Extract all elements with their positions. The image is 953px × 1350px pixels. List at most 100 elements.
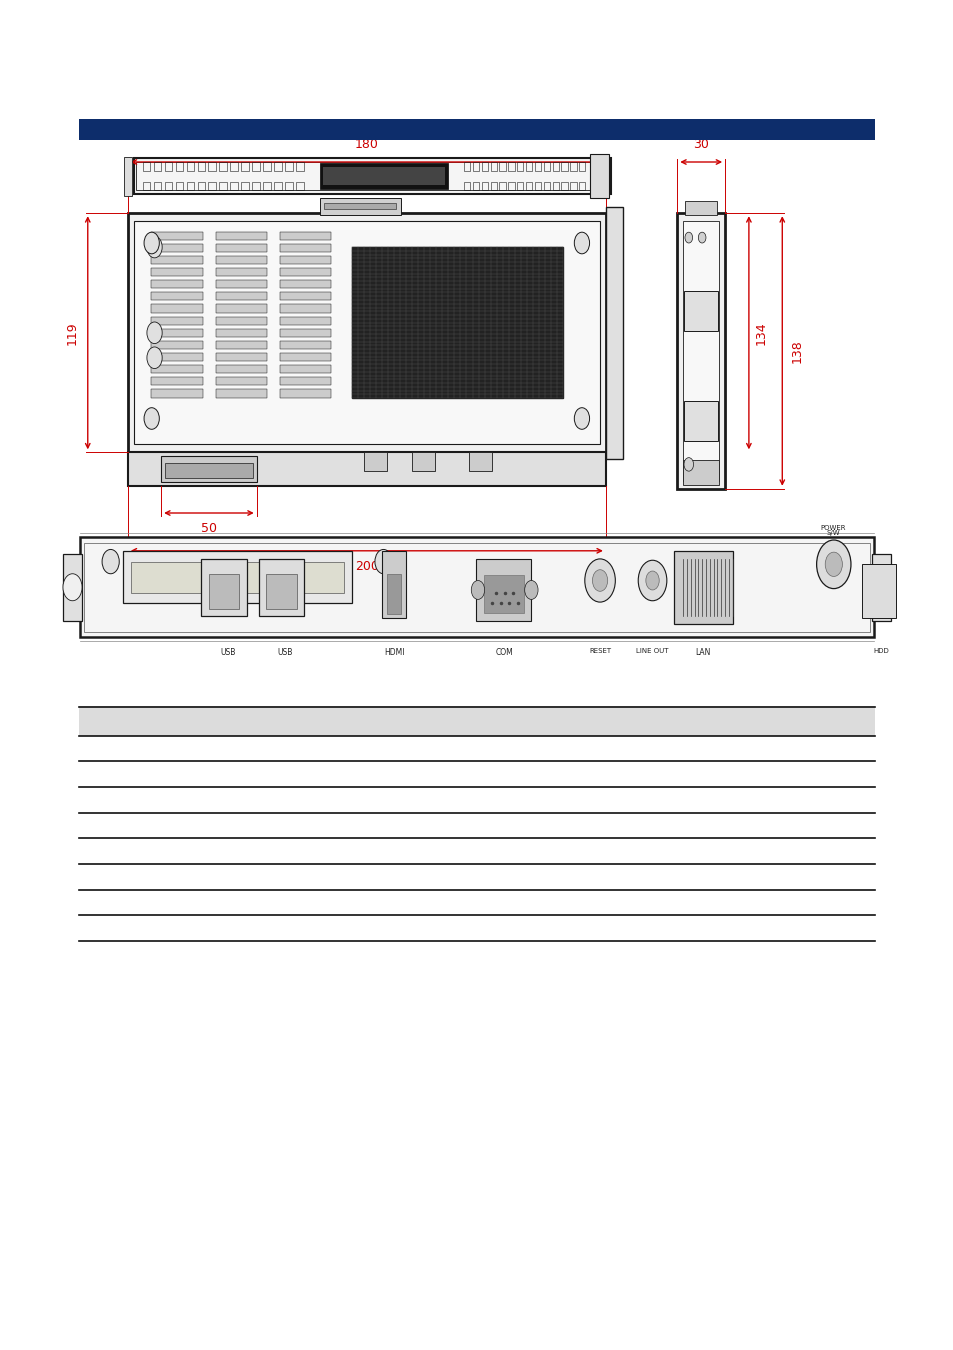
Bar bbox=[274, 162, 281, 170]
Bar bbox=[79, 119, 874, 140]
Text: USB: USB bbox=[220, 648, 235, 657]
Bar bbox=[187, 182, 194, 190]
Bar bbox=[570, 182, 576, 190]
Bar bbox=[241, 182, 249, 190]
Bar bbox=[285, 162, 293, 170]
Bar bbox=[279, 354, 331, 362]
Bar bbox=[324, 202, 395, 209]
Bar bbox=[295, 162, 303, 170]
Bar bbox=[219, 182, 227, 190]
Text: S/W: S/W bbox=[825, 531, 839, 536]
Bar bbox=[862, 564, 895, 618]
Bar bbox=[152, 364, 203, 373]
Text: 138: 138 bbox=[790, 339, 803, 363]
Bar bbox=[165, 463, 253, 478]
Circle shape bbox=[574, 408, 589, 429]
Bar bbox=[241, 162, 249, 170]
Bar bbox=[684, 201, 717, 215]
Bar bbox=[473, 182, 478, 190]
Bar bbox=[131, 562, 344, 593]
Text: LINE OUT: LINE OUT bbox=[636, 648, 668, 653]
Bar bbox=[209, 182, 216, 190]
Bar bbox=[152, 256, 203, 265]
Text: 134: 134 bbox=[754, 321, 767, 344]
Bar bbox=[161, 456, 256, 482]
Bar bbox=[230, 162, 237, 170]
Bar bbox=[215, 340, 267, 348]
Bar bbox=[490, 162, 497, 170]
Bar bbox=[279, 305, 331, 313]
Circle shape bbox=[144, 232, 159, 254]
Bar bbox=[381, 551, 406, 618]
Bar bbox=[215, 354, 267, 362]
Bar bbox=[683, 290, 718, 331]
Bar bbox=[279, 389, 331, 397]
Bar bbox=[215, 377, 267, 386]
Bar bbox=[197, 182, 205, 190]
Text: HDMI: HDMI bbox=[384, 648, 405, 657]
Circle shape bbox=[147, 236, 162, 258]
Bar bbox=[279, 340, 331, 348]
Bar bbox=[63, 554, 82, 621]
Text: 30: 30 bbox=[693, 138, 708, 151]
Bar bbox=[589, 154, 608, 198]
Bar bbox=[133, 158, 610, 194]
Bar bbox=[197, 162, 205, 170]
Bar bbox=[525, 182, 532, 190]
Bar bbox=[285, 182, 293, 190]
Bar bbox=[175, 162, 183, 170]
Bar bbox=[274, 182, 281, 190]
Bar bbox=[412, 452, 435, 471]
Bar bbox=[481, 162, 487, 170]
Bar bbox=[279, 244, 331, 252]
Bar bbox=[279, 377, 331, 386]
Bar bbox=[279, 269, 331, 277]
Bar bbox=[323, 166, 444, 185]
Bar bbox=[476, 559, 531, 621]
Bar bbox=[152, 377, 203, 386]
Bar bbox=[499, 162, 505, 170]
Bar bbox=[79, 706, 874, 736]
Text: RESET: RESET bbox=[588, 648, 611, 653]
Bar bbox=[215, 269, 267, 277]
Text: 119: 119 bbox=[65, 321, 78, 344]
Circle shape bbox=[592, 570, 607, 591]
Circle shape bbox=[102, 549, 119, 574]
Circle shape bbox=[574, 232, 589, 254]
Bar bbox=[128, 213, 605, 452]
Bar bbox=[123, 551, 352, 603]
Text: 180: 180 bbox=[355, 138, 378, 151]
Bar bbox=[230, 182, 237, 190]
Circle shape bbox=[683, 458, 693, 471]
Bar bbox=[279, 293, 331, 301]
Bar bbox=[352, 247, 562, 398]
Bar bbox=[152, 305, 203, 313]
Bar bbox=[258, 559, 304, 616]
Bar bbox=[84, 543, 869, 632]
Circle shape bbox=[63, 574, 82, 601]
Bar bbox=[578, 182, 585, 190]
Bar bbox=[279, 328, 331, 336]
Bar bbox=[490, 182, 497, 190]
Bar bbox=[252, 162, 259, 170]
Bar bbox=[215, 256, 267, 265]
Circle shape bbox=[147, 321, 162, 343]
Bar bbox=[152, 232, 203, 240]
Bar bbox=[469, 452, 492, 471]
Circle shape bbox=[471, 580, 484, 599]
Text: POWER: POWER bbox=[820, 525, 844, 531]
Circle shape bbox=[684, 232, 692, 243]
Bar bbox=[570, 162, 576, 170]
Bar bbox=[319, 198, 400, 215]
Bar bbox=[508, 182, 514, 190]
Bar bbox=[143, 182, 151, 190]
Bar bbox=[215, 232, 267, 240]
Bar bbox=[677, 213, 724, 489]
Bar bbox=[463, 162, 470, 170]
Bar bbox=[152, 293, 203, 301]
Bar bbox=[263, 162, 271, 170]
Bar bbox=[252, 182, 259, 190]
Text: LAN: LAN bbox=[695, 648, 710, 657]
Bar bbox=[871, 554, 890, 621]
Bar bbox=[143, 162, 151, 170]
